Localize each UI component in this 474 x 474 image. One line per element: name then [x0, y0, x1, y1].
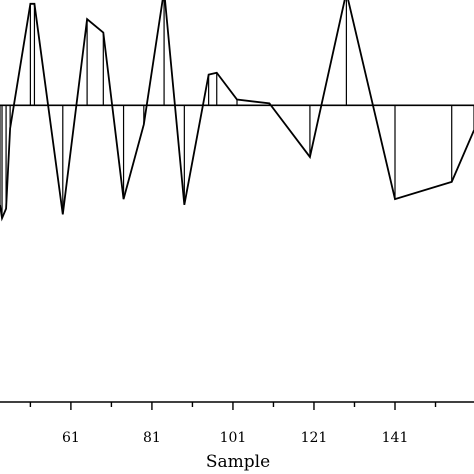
series-line [0, 0, 474, 222]
x-tick-label-81: 81 [143, 430, 161, 446]
x-tick-label-61: 61 [62, 430, 80, 446]
x-tick-label-121: 121 [301, 430, 328, 446]
x-axis-title: Sample [206, 452, 270, 472]
x-tick-label-101: 101 [220, 430, 247, 446]
stem-group [0, 0, 474, 219]
x-tick-group: 61 81 101 121 141 [29, 402, 437, 446]
x-tick-label-141: 141 [382, 430, 409, 446]
